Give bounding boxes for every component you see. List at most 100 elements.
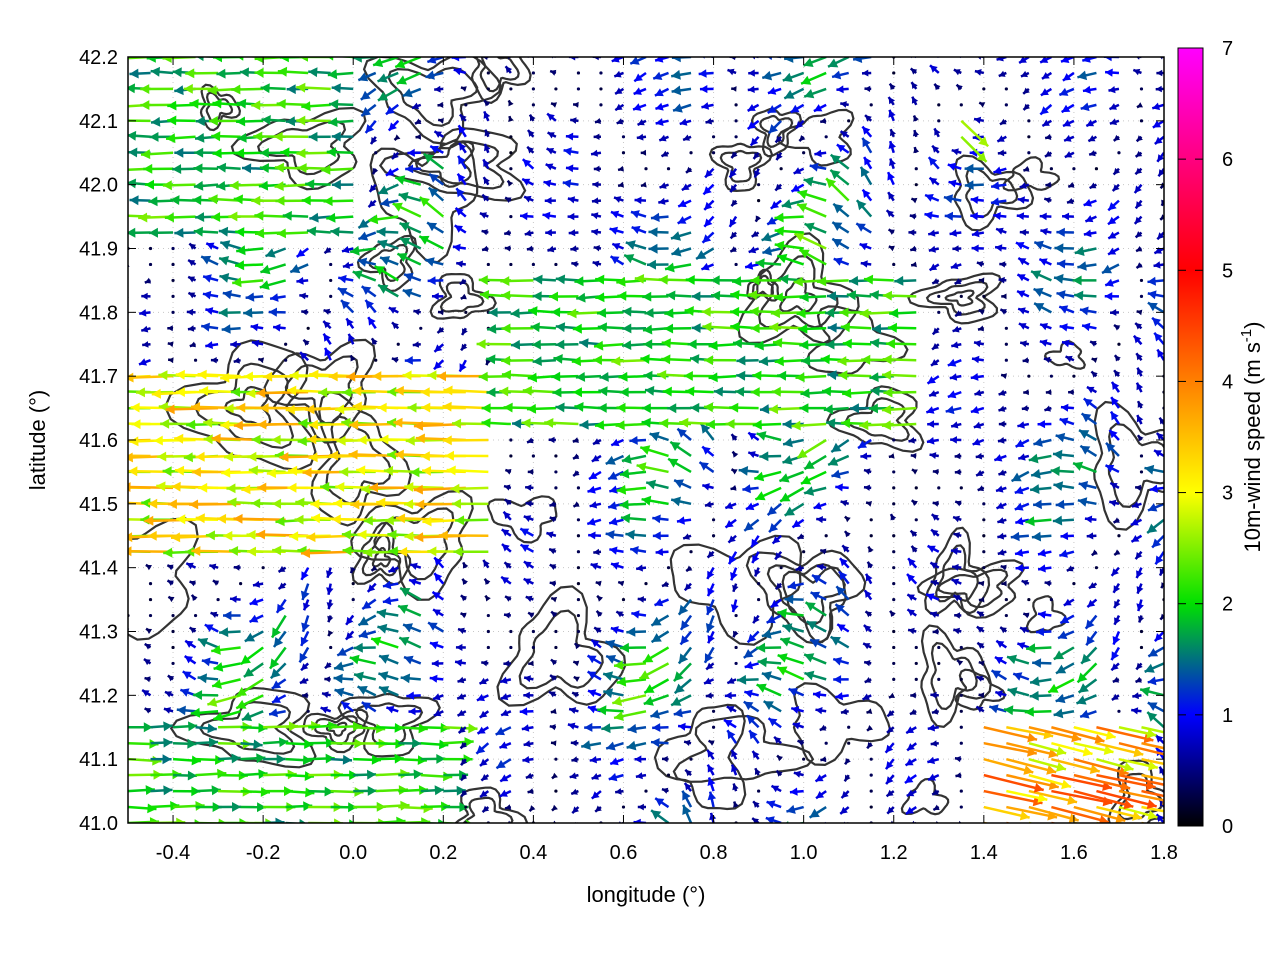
wind-vector-head <box>195 513 205 524</box>
wind-vector-head <box>1082 746 1093 757</box>
wind-vector-head <box>1032 796 1043 807</box>
wind-vector <box>1016 290 1030 298</box>
wind-vector-head <box>595 292 605 303</box>
wind-vector <box>869 789 873 793</box>
wind-vector-head <box>1072 275 1082 286</box>
wind-vector-shaft <box>128 280 129 282</box>
wind-vector-head <box>1020 627 1028 634</box>
wind-vector-head <box>775 552 782 560</box>
wind-vector-head <box>212 802 222 812</box>
wind-vector-head <box>348 449 358 460</box>
wind-vector <box>847 725 851 729</box>
wind-vector-dot <box>959 677 963 681</box>
wind-vector <box>1055 693 1075 704</box>
wind-vector-head <box>999 261 1006 268</box>
wind-vector-head <box>662 386 672 397</box>
wind-vector-head <box>500 276 510 286</box>
wind-vector <box>774 582 783 591</box>
wind-vector <box>1084 614 1098 630</box>
wind-vector <box>859 308 894 319</box>
wind-vector-dot <box>982 518 986 522</box>
wind-vector-head <box>236 687 247 696</box>
wind-vector-head <box>1026 643 1036 654</box>
wind-vector-dot <box>1072 374 1076 378</box>
wind-vector-head <box>684 306 694 316</box>
wind-vector <box>664 323 692 334</box>
wind-vector-dot <box>914 518 918 522</box>
wind-vector-head <box>730 321 740 332</box>
wind-vector <box>294 514 331 525</box>
wind-vector <box>977 325 985 332</box>
wind-vector-head <box>682 790 691 801</box>
wind-vector <box>732 583 739 593</box>
wind-vector <box>1131 501 1142 509</box>
wind-vector-shaft <box>1141 773 1164 781</box>
wind-vector-head <box>205 307 214 315</box>
wind-vector <box>774 550 783 561</box>
wind-vector <box>150 785 173 796</box>
wind-vector <box>531 454 535 458</box>
wind-vector-head <box>787 581 797 590</box>
wind-vector <box>892 486 896 490</box>
wind-vector-head <box>590 562 599 570</box>
wind-vector-dot <box>576 582 581 586</box>
wind-vector <box>551 804 558 812</box>
wind-vector <box>464 805 468 809</box>
contour-line <box>916 559 1025 619</box>
wind-vector <box>869 534 873 538</box>
wind-vector <box>978 660 985 667</box>
wind-vector <box>128 546 174 557</box>
wind-vector-head <box>953 595 961 602</box>
wind-vector-dot <box>554 486 558 490</box>
wind-vector-head <box>635 772 643 780</box>
wind-vector-head <box>1015 563 1024 572</box>
wind-vector <box>886 726 895 734</box>
wind-vector-head <box>906 806 914 814</box>
wind-vector-head <box>219 273 230 283</box>
wind-vector <box>388 306 399 314</box>
wind-vector <box>554 757 558 761</box>
wind-vector-head <box>1113 517 1120 523</box>
wind-vector-dot <box>351 597 355 602</box>
wind-vector-shaft <box>1073 789 1134 808</box>
wind-vector-head <box>367 786 377 796</box>
wind-vector <box>222 290 241 300</box>
wind-vector-head <box>350 566 356 574</box>
wind-vector <box>754 767 761 776</box>
wind-vector <box>374 358 378 362</box>
wind-vector <box>705 662 715 671</box>
wind-vector-head <box>128 300 129 301</box>
wind-vector <box>866 725 873 732</box>
wind-vector <box>860 452 872 460</box>
wind-vector-head <box>333 673 343 684</box>
wind-vector-head <box>755 258 765 269</box>
wind-vector <box>322 320 332 330</box>
wind-vector-head <box>1147 676 1157 686</box>
wind-vector <box>1028 773 1072 790</box>
wind-vector-head <box>572 692 579 698</box>
wind-vector-head <box>144 708 151 714</box>
wind-vector-head <box>930 562 938 569</box>
wind-vector-head <box>333 498 343 509</box>
wind-vector-head <box>481 403 491 414</box>
wind-vector-head <box>1010 531 1020 542</box>
wind-vector <box>431 659 444 668</box>
wind-vector-head <box>377 402 387 413</box>
wind-vector <box>128 582 129 584</box>
wind-vector <box>1139 686 1164 697</box>
wind-vector-head <box>622 323 632 334</box>
wind-vector-head <box>223 530 233 541</box>
wind-vector-head <box>606 655 617 664</box>
wind-vector-head <box>1113 585 1121 593</box>
wind-vector-head <box>549 291 558 302</box>
wind-vector-head <box>163 785 173 796</box>
wind-vector <box>673 662 692 683</box>
wind-vector <box>930 359 940 367</box>
wind-vector-head <box>227 497 237 508</box>
wind-vector <box>840 499 850 507</box>
wind-vector <box>866 742 874 750</box>
wind-vector <box>616 484 647 495</box>
wind-vector <box>458 359 467 373</box>
wind-vector-head <box>500 693 509 701</box>
wind-vector-head <box>978 596 985 603</box>
